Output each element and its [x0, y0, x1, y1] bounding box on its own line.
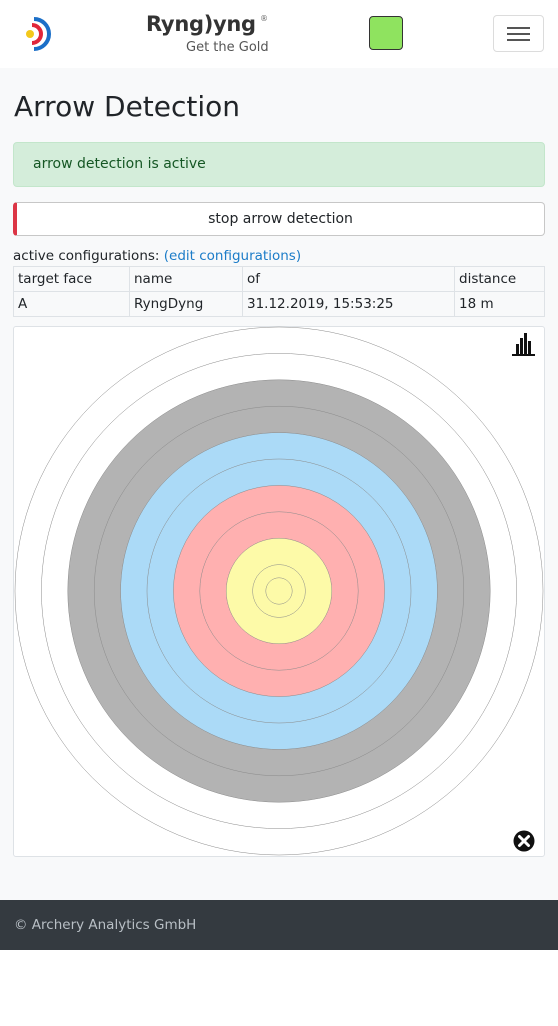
- close-circle-icon[interactable]: [512, 829, 536, 853]
- bar-chart-icon[interactable]: [511, 332, 537, 356]
- column-header-name: name: [129, 266, 243, 292]
- brand-logo[interactable]: Ryng)yng ® Get the Gold: [146, 10, 276, 60]
- table-row[interactable]: A RyngDyng 31.12.2019, 15:53:25 18 m: [13, 291, 545, 317]
- page-title: Arrow Detection: [14, 90, 241, 123]
- target-face-panel[interactable]: [13, 326, 545, 857]
- cell-name: RyngDyng: [129, 291, 243, 317]
- active-configurations-label: active configurations:: [13, 248, 160, 264]
- footer: © Archery Analytics GmbH: [0, 900, 558, 950]
- configurations-table: target face name of distance A RyngDyng …: [13, 266, 545, 317]
- ring-inner-ten: [265, 577, 293, 605]
- target-face[interactable]: [13, 326, 545, 857]
- status-alert: arrow detection is active: [13, 142, 545, 187]
- target-logo-icon[interactable]: [24, 14, 54, 54]
- column-header-target-face: target face: [13, 266, 130, 292]
- logo-tagline: Get the Gold: [186, 40, 269, 55]
- cell-distance: 18 m: [454, 291, 545, 317]
- logo-registered: ®: [260, 14, 268, 23]
- table-header-row: target face name of distance: [13, 266, 545, 292]
- column-header-distance: distance: [454, 266, 545, 292]
- ring-10: [252, 564, 306, 618]
- cell-of: 31.12.2019, 15:53:25: [242, 291, 455, 317]
- menu-toggle-button[interactable]: [493, 15, 544, 52]
- active-configurations-line: active configurations: (edit configurati…: [13, 248, 301, 264]
- connection-status-indicator[interactable]: [369, 16, 403, 50]
- edit-configurations-link[interactable]: (edit configurations): [163, 248, 302, 264]
- column-header-of: of: [242, 266, 455, 292]
- cell-target-face: A: [13, 291, 130, 317]
- stop-arrow-detection-button[interactable]: stop arrow detection: [13, 202, 545, 236]
- logo-wordmark: Ryng)yng: [146, 12, 256, 36]
- navbar: Ryng)yng ® Get the Gold: [0, 0, 558, 68]
